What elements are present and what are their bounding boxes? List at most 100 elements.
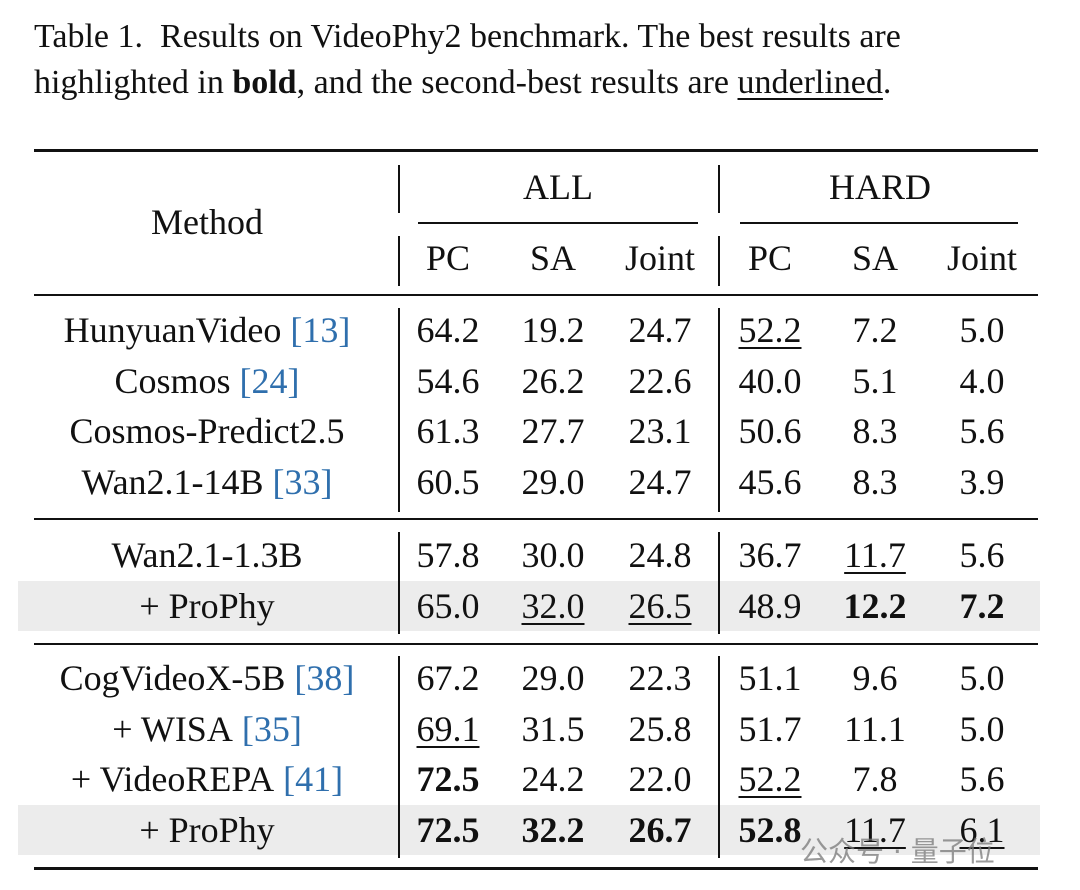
cell: 24.7 [628, 310, 692, 350]
cell: 11.1 [844, 708, 906, 749]
cell: 65.0 [416, 585, 480, 626]
cell: 72.5 [416, 759, 480, 799]
method-name: Wan2.1-1.3B [111, 535, 303, 575]
highlight-row [18, 804, 1040, 855]
caption-label: Table 1. [34, 18, 144, 55]
cell: 5.0 [959, 310, 1005, 350]
method-cell: + ProPhy [139, 584, 274, 628]
citation: [41] [283, 759, 344, 799]
column-divider [398, 165, 400, 213]
section-rule [34, 643, 1038, 645]
method-header: Method [151, 202, 263, 242]
caption-text: , and the second-best results are [296, 64, 729, 101]
header-rule [34, 294, 1038, 296]
column-header: Joint [946, 238, 1018, 278]
method-cell: + VideoREPA [41] [71, 757, 343, 801]
cell: 72.5 [416, 809, 480, 850]
column-divider [398, 656, 400, 858]
cell: 31.5 [521, 708, 585, 749]
cell: 29.0 [521, 658, 585, 698]
column-divider [718, 236, 720, 286]
method-cell: CogVideoX-5B [38] [60, 656, 355, 700]
cell: 27.7 [521, 411, 585, 451]
group-header: ALL [523, 167, 593, 207]
cell: 26.7 [628, 809, 692, 850]
column-divider [718, 656, 720, 858]
cell: 24.7 [628, 461, 692, 502]
cell: 64.2 [416, 310, 480, 350]
cell: 26.2 [521, 360, 585, 401]
citation: [35] [241, 708, 302, 749]
column-header: Joint [624, 238, 696, 278]
citation: [24] [239, 360, 300, 401]
cell: 22.6 [628, 360, 692, 401]
cell: 22.3 [628, 658, 692, 698]
cell: 24.2 [521, 759, 585, 799]
cell: 36.7 [738, 535, 802, 575]
cell: 19.2 [521, 310, 585, 350]
cell: 32.2 [521, 809, 585, 850]
column-header: SA [529, 238, 577, 278]
column-divider [398, 532, 400, 634]
column-header: PC [747, 238, 793, 278]
cell: 50.6 [738, 411, 802, 451]
method-name: CogVideoX-5B [59, 658, 286, 698]
method-name: + ProPhy [139, 585, 275, 626]
bottom-rule [34, 867, 1038, 870]
cell: 5.1 [852, 360, 898, 401]
cell: 60.5 [416, 461, 480, 502]
cell: 4.0 [959, 360, 1005, 401]
cell: 32.0 [521, 585, 585, 626]
highlight-row [18, 580, 1040, 631]
cell: 26.5 [628, 585, 692, 626]
caption-text: . [882, 64, 892, 101]
cell: 61.3 [416, 411, 480, 451]
method-cell: Cosmos [24] [114, 359, 299, 403]
cell: 52.2 [738, 310, 802, 350]
method-name: HunyuanVideo [63, 310, 282, 350]
top-rule [34, 149, 1038, 152]
cell: 30.0 [521, 535, 585, 575]
cell: 7.2 [959, 585, 1005, 626]
cell: 5.0 [959, 658, 1005, 698]
cell: 3.9 [959, 461, 1005, 502]
column-header: SA [851, 238, 899, 278]
caption: Table 1. Results on VideoPhy2 benchmark.… [34, 14, 1054, 106]
method-name: Cosmos-Predict2.5 [69, 411, 345, 451]
column-divider [718, 308, 720, 512]
cell: 7.2 [852, 310, 898, 350]
cell: 5.6 [959, 411, 1005, 451]
column-divider [398, 308, 400, 512]
caption-text: Results on VideoPhy2 benchmark. The best… [34, 18, 901, 101]
cell: 5.6 [959, 759, 1005, 799]
column-header: PC [425, 238, 471, 278]
caption-underline: underlined [737, 64, 883, 101]
group-header: HARD [828, 167, 932, 207]
cell: 24.8 [628, 535, 692, 575]
cell: 9.6 [852, 658, 898, 698]
method-name: + WISA [112, 708, 233, 749]
cell: 22.0 [628, 759, 692, 799]
method-name: + ProPhy [139, 809, 275, 850]
column-divider [718, 165, 720, 213]
cell: 12.2 [843, 585, 907, 626]
method-cell: + ProPhy [139, 808, 274, 852]
citation: [13] [290, 310, 351, 350]
caption-bold: bold [232, 64, 297, 101]
method-cell: Cosmos-Predict2.5 [70, 409, 345, 453]
cell: 6.1 [959, 809, 1005, 850]
column-divider [718, 532, 720, 634]
cell: 51.7 [738, 708, 802, 749]
method-cell: HunyuanVideo [13] [64, 308, 351, 352]
section-rule [34, 518, 1038, 520]
cell: 54.6 [416, 360, 480, 401]
group-rule [740, 222, 1018, 224]
cell: 7.8 [852, 759, 898, 799]
cell: 40.0 [738, 360, 802, 401]
citation: [38] [294, 658, 355, 698]
cell: 11.7 [844, 809, 906, 850]
cell: 29.0 [521, 461, 585, 502]
method-cell: Wan2.1-1.3B [111, 533, 302, 577]
method-cell: + WISA [35] [112, 707, 302, 751]
